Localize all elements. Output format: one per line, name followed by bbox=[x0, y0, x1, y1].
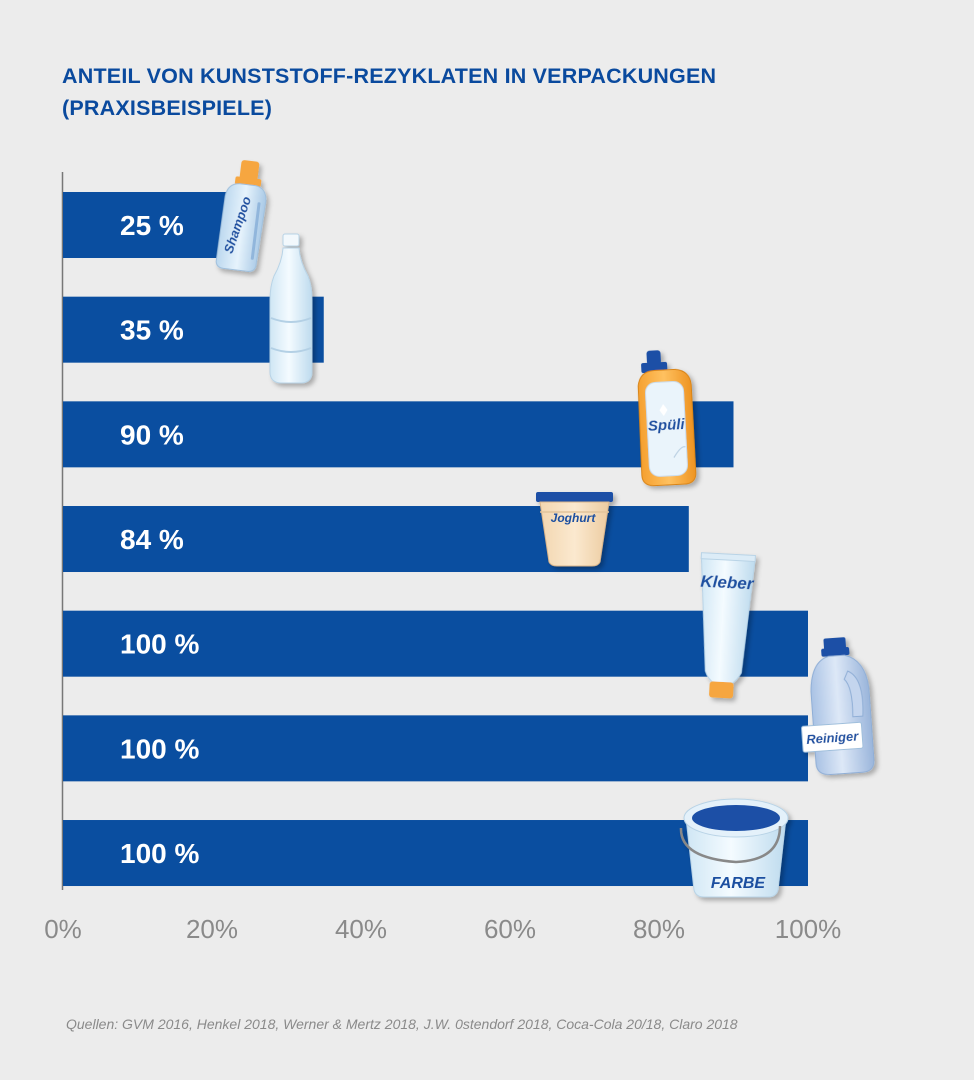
water-bottle-icon bbox=[269, 233, 313, 384]
x-tick-label: 60% bbox=[484, 914, 536, 944]
chart-title: ANTEIL VON KUNSTSTOFF-REZYKLATEN IN VERP… bbox=[62, 60, 716, 124]
glue-tube-icon: Kleber bbox=[700, 552, 756, 699]
bar-value-label: 35 % bbox=[120, 315, 184, 346]
chart-title-line-2: (PRAXISBEISPIELE) bbox=[62, 96, 273, 120]
dish-soap-bottle-icon: Spüli bbox=[637, 350, 697, 487]
yogurt-cup-icon: Joghurt bbox=[536, 492, 613, 567]
x-tick-label: 80% bbox=[633, 914, 685, 944]
bar-value-label: 100 % bbox=[120, 733, 199, 764]
bar-kleber bbox=[63, 610, 808, 677]
x-tick-label: 100% bbox=[775, 914, 842, 944]
bar-chart: 25 % 35 % 90 % 84 % 100 % 100 % 100 % 0% 20% 40%… bbox=[44, 160, 875, 944]
bar-value-label: 84 % bbox=[120, 524, 184, 555]
bar-value-label: 100 % bbox=[120, 838, 199, 869]
svg-text:FARBE: FARBE bbox=[711, 875, 767, 892]
svg-text:Reiniger: Reiniger bbox=[806, 728, 860, 747]
detergent-jug-icon: Reiniger bbox=[801, 637, 875, 776]
paint-bucket-icon: FARBE bbox=[679, 798, 789, 898]
bar-farbe bbox=[63, 820, 808, 887]
svg-text:Joghurt: Joghurt bbox=[551, 511, 597, 525]
svg-text:Spüli: Spüli bbox=[648, 416, 686, 435]
x-tick-label: 20% bbox=[186, 914, 238, 944]
svg-text:Kleber: Kleber bbox=[700, 572, 755, 594]
shampoo-bottle-icon: Shampoo bbox=[215, 160, 267, 272]
bar-spüli bbox=[63, 401, 734, 468]
bar-value-label: 25 % bbox=[120, 210, 184, 241]
chart-title-line-1: ANTEIL VON KUNSTSTOFF-REZYKLATEN IN VERP… bbox=[62, 64, 717, 88]
x-tick-label: 40% bbox=[335, 914, 387, 944]
bar-value-label: 90 % bbox=[120, 419, 184, 450]
bar-value-label: 100 % bbox=[120, 629, 199, 660]
source-note: Quellen: GVM 2016, Henkel 2018, Werner &… bbox=[66, 1016, 738, 1032]
bar-reiniger bbox=[63, 715, 808, 782]
x-tick-label: 0% bbox=[44, 914, 82, 944]
